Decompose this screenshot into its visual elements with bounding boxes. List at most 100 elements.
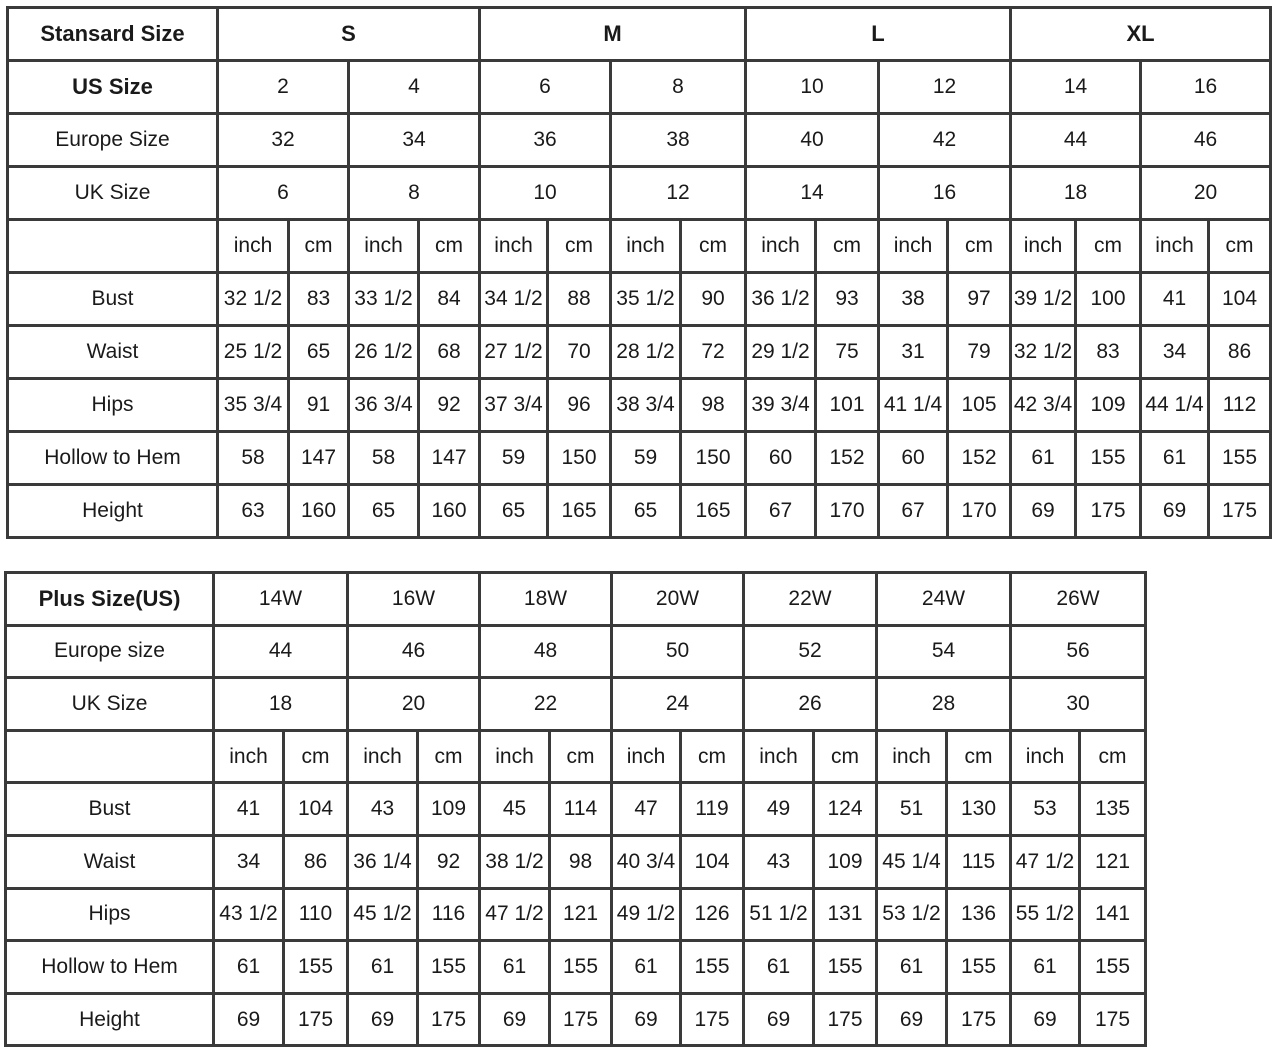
row-label: US Size xyxy=(6,59,219,115)
measurement-cell: 35 3/4 xyxy=(216,377,290,433)
measurement-row: Waist 34 86 36 1/4 92 38 1/2 98 40 3/4 104 43 109 4… xyxy=(4,833,1147,890)
unit-label: inch xyxy=(1009,728,1081,785)
measurement-cell: 79 xyxy=(946,324,1013,380)
measurement-cell: 109 xyxy=(1074,377,1143,433)
size-cell: 10 xyxy=(478,165,612,221)
unit-label: inch xyxy=(609,218,682,274)
measurement-cell: 40 3/4 xyxy=(610,833,682,890)
unit-label: cm xyxy=(417,218,481,274)
unit-label: cm xyxy=(678,218,748,274)
row-label: Waist xyxy=(6,324,219,380)
unit-label: cm xyxy=(416,728,481,785)
size-cell: 18 xyxy=(212,676,349,732)
size-cell: 56 xyxy=(1009,623,1147,680)
measurement-cell: 135 xyxy=(1078,781,1147,837)
measurement-cell: 58 xyxy=(216,430,290,486)
measurement-cell: 155 xyxy=(1207,430,1273,486)
unit-label: inch xyxy=(1009,218,1078,274)
measurement-cell: 47 1/2 xyxy=(1009,833,1081,890)
size-cell: 46 xyxy=(346,623,481,680)
size-row: Europe Size 32 34 36 38 40 42 44 46 xyxy=(6,112,1273,168)
measurement-cell: 121 xyxy=(548,886,613,943)
measurement-cell: 175 xyxy=(812,991,878,1048)
measurement-cell: 33 1/2 xyxy=(347,271,420,327)
plus-size-header: 20W xyxy=(610,571,745,627)
measurement-row: Hollow to Hem 61 155 61 155 61 155 61 155 61 155 61… xyxy=(4,939,1147,995)
measurement-cell: 41 xyxy=(1139,271,1211,327)
measurement-cell: 70 xyxy=(546,324,612,380)
measurement-cell: 72 xyxy=(678,324,748,380)
measurement-cell: 86 xyxy=(1207,324,1273,380)
measurement-cell: 61 xyxy=(742,939,815,995)
size-cell: 36 xyxy=(478,112,612,168)
measurement-cell: 115 xyxy=(945,833,1012,890)
measurement-cell: 165 xyxy=(546,483,612,539)
measurement-cell: 152 xyxy=(946,430,1013,486)
unit-label: inch xyxy=(610,728,682,785)
measurement-cell: 104 xyxy=(282,781,349,837)
measurement-cell: 58 xyxy=(347,430,420,486)
size-cell: 48 xyxy=(478,623,613,680)
standard-size-table: Stansard Size S M L XL US Size 2 4 6 8 10 12 14 16 Eur… xyxy=(6,6,1273,539)
unit-label: cm xyxy=(814,218,881,274)
size-group-header: XL xyxy=(1009,6,1273,62)
size-cell: 30 xyxy=(1009,676,1147,732)
measurement-cell: 155 xyxy=(548,939,613,995)
measurement-cell: 69 xyxy=(742,991,815,1048)
measurement-cell: 69 xyxy=(1139,483,1211,539)
measurement-cell: 41 xyxy=(212,781,285,837)
unit-label: cm xyxy=(546,218,612,274)
measurement-cell: 170 xyxy=(814,483,881,539)
measurement-cell: 34 xyxy=(212,833,285,890)
measurement-cell: 86 xyxy=(282,833,349,890)
measurement-cell: 35 1/2 xyxy=(609,271,682,327)
size-cell: 2 xyxy=(216,59,350,115)
measurement-cell: 42 3/4 xyxy=(1009,377,1078,433)
measurement-cell: 109 xyxy=(416,781,481,837)
size-cell: 40 xyxy=(744,112,881,168)
measurement-cell: 116 xyxy=(416,886,481,943)
measurement-cell: 155 xyxy=(416,939,481,995)
size-cell: 16 xyxy=(877,165,1013,221)
unit-label: cm xyxy=(679,728,745,785)
measurement-cell: 105 xyxy=(946,377,1013,433)
measurement-cell: 75 xyxy=(814,324,881,380)
size-cell: 18 xyxy=(1009,165,1143,221)
row-label: Europe Size xyxy=(6,112,219,168)
size-cell: 12 xyxy=(608,165,748,221)
measurement-cell: 69 xyxy=(478,991,551,1048)
measurement-cell: 104 xyxy=(679,833,745,890)
measurement-cell: 47 xyxy=(610,781,682,837)
measurement-cell: 109 xyxy=(812,833,878,890)
size-cell: 34 xyxy=(347,112,481,168)
measurement-cell: 83 xyxy=(1074,324,1143,380)
measurement-cell: 65 xyxy=(478,483,549,539)
size-cell: 44 xyxy=(1009,112,1143,168)
unit-label: cm xyxy=(287,218,350,274)
measurement-cell: 38 1/2 xyxy=(478,833,551,890)
measurement-cell: 43 xyxy=(742,833,815,890)
size-row: Europe size 44 46 48 50 52 54 56 xyxy=(4,623,1147,680)
measurement-cell: 61 xyxy=(875,939,948,995)
size-cell: 32 xyxy=(216,112,350,168)
measurement-cell: 69 xyxy=(212,991,285,1048)
unit-label: cm xyxy=(548,728,613,785)
measurement-cell: 104 xyxy=(1207,271,1273,327)
measurement-cell: 60 xyxy=(744,430,818,486)
measurement-cell: 39 1/2 xyxy=(1009,271,1078,327)
measurement-cell: 61 xyxy=(1009,939,1081,995)
measurement-cell: 39 3/4 xyxy=(744,377,818,433)
measurement-cell: 175 xyxy=(679,991,745,1048)
measurement-cell: 61 xyxy=(478,939,551,995)
unit-label: cm xyxy=(282,728,349,785)
row-label: Hips xyxy=(6,377,219,433)
measurement-cell: 100 xyxy=(1074,271,1143,327)
measurement-cell: 155 xyxy=(1078,939,1147,995)
measurement-cell: 69 xyxy=(610,991,682,1048)
measurement-row: Height 69 175 69 175 69 175 69 175 69 175 69 175 69 17… xyxy=(4,991,1147,1048)
unit-row: inch cm inch cm inch cm inch cm inch cm inch cm inch… xyxy=(6,218,1273,274)
measurement-cell: 69 xyxy=(1009,991,1081,1048)
measurement-cell: 44 1/4 xyxy=(1139,377,1211,433)
measurement-cell: 34 xyxy=(1139,324,1211,380)
measurement-cell: 38 xyxy=(877,271,950,327)
